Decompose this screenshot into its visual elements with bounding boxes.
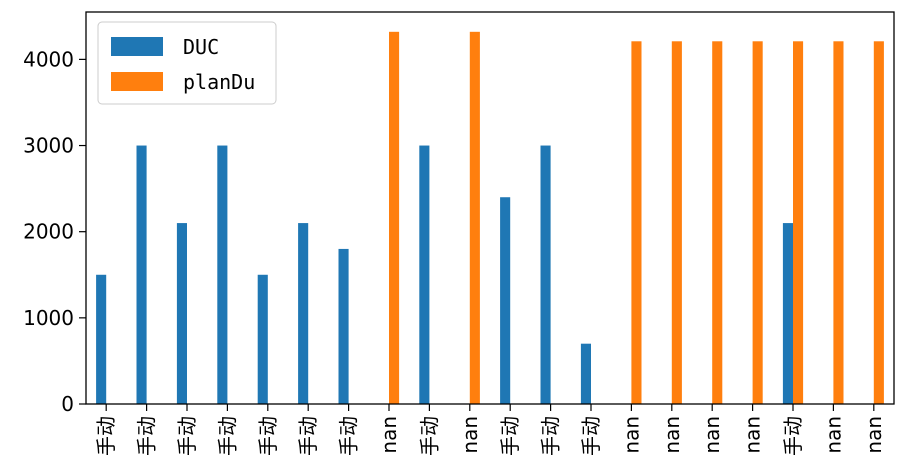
y-axis: 0 1000 2000 3000 4000	[23, 47, 86, 416]
x-tick-label: 手动	[296, 416, 320, 456]
x-tick-label: nan	[377, 416, 401, 454]
x-tick-label: 手动	[781, 416, 805, 456]
bar-plandu-19	[873, 41, 884, 405]
bar-duc-8	[419, 145, 430, 405]
legend: DUC planDu	[97, 21, 277, 105]
bar-duc-1	[136, 145, 147, 405]
y-tick-label: 1000	[23, 306, 74, 330]
bar-duc-3	[217, 145, 228, 405]
x-tick-label: 手动	[579, 416, 603, 456]
y-tick-label: 4000	[23, 47, 74, 71]
x-tick-label: nan	[458, 416, 482, 454]
plot-frame	[85, 11, 895, 405]
bars-layer	[96, 31, 884, 405]
y-tick-label: 2000	[23, 220, 74, 244]
x-tick-label: 手动	[539, 416, 563, 456]
x-tick-label: 手动	[94, 416, 118, 456]
bar-plandu-15	[712, 41, 723, 405]
x-tick-label: nan	[741, 416, 765, 454]
y-tick-label: 3000	[23, 134, 74, 158]
y-tick-label: 0	[61, 392, 74, 416]
bar-duc-4	[257, 274, 268, 404]
x-tick-label: nan	[862, 416, 886, 454]
bar-plandu-18	[833, 41, 844, 405]
x-tick-label: 手动	[215, 416, 239, 456]
bar-duc-12	[580, 343, 591, 404]
x-tick-label: 手动	[337, 416, 361, 456]
bar-plandu-17	[793, 41, 804, 405]
bar-plandu-13	[631, 41, 642, 405]
x-tick-label: nan	[619, 416, 643, 454]
x-tick-label: nan	[660, 416, 684, 454]
x-axis: 手动 手动 手动 手动 手动 手动 手动 nan 手动 nan 手动 手动 手动 nan nan nan nan…	[94, 404, 886, 456]
x-tick-label: nan	[821, 416, 845, 454]
bar-duc-0	[96, 274, 107, 404]
x-tick-label: 手动	[498, 416, 522, 456]
legend-label-duc: DUC	[183, 35, 219, 59]
bar-duc-17	[782, 223, 793, 404]
x-tick-label: 手动	[135, 416, 159, 456]
x-tick-label: 手动	[417, 416, 441, 456]
bar-duc-5	[298, 223, 309, 404]
bar-plandu-16	[752, 41, 763, 405]
x-tick-label: 手动	[256, 416, 280, 456]
legend-swatch-plandu	[111, 72, 163, 91]
bar-plandu-7	[389, 31, 400, 405]
legend-label-plandu: planDu	[183, 70, 255, 94]
bar-duc-10	[500, 197, 511, 404]
bar-duc-6	[338, 248, 349, 404]
bar-duc-11	[540, 145, 551, 405]
bar-plandu-9	[469, 31, 480, 405]
legend-swatch-duc	[111, 37, 163, 56]
x-tick-label: nan	[700, 416, 724, 454]
bar-plandu-14	[671, 41, 682, 405]
x-tick-label: 手动	[175, 416, 199, 456]
bar-duc-2	[176, 223, 187, 404]
